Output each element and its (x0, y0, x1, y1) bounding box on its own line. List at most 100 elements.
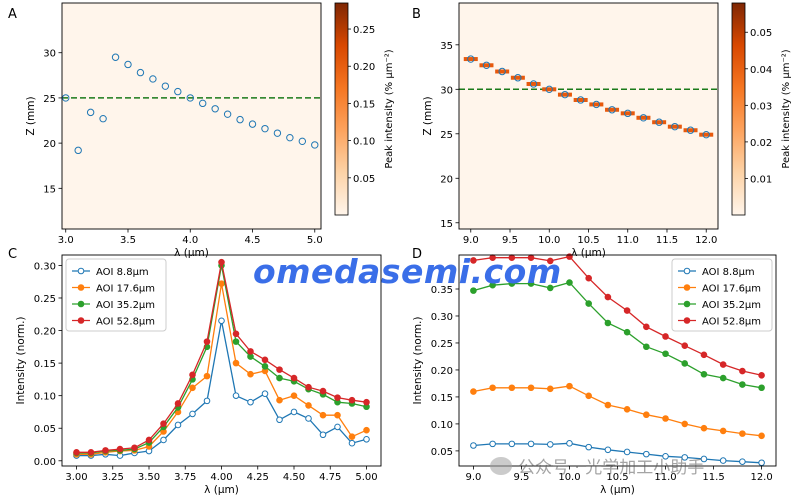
series-marker-1 (363, 435, 370, 443)
series-marker-2 (681, 420, 689, 428)
series-marker-2 (319, 411, 327, 419)
series-marker-4 (174, 400, 182, 407)
legend-entry: AOI 35.2μm (702, 300, 761, 311)
series-marker-4 (643, 323, 650, 331)
series-marker-3 (739, 381, 746, 388)
y-tick-label: 0.15 (431, 393, 453, 404)
series-marker-2 (739, 430, 746, 437)
series-marker-4 (681, 342, 689, 349)
colorbar-tick-label: 0.05 (353, 174, 375, 185)
series-marker-1 (604, 446, 612, 454)
data-point (236, 115, 244, 124)
y-tick-label: 0.00 (34, 457, 56, 468)
y-tick-label: 0.15 (34, 359, 56, 370)
x-tick-label: 9.0 (463, 235, 479, 246)
series-marker-3 (566, 279, 573, 286)
x-tick-label: 4.5 (245, 235, 261, 246)
series-marker-1 (585, 443, 592, 451)
x-axis-label-d: λ (μm) (600, 484, 635, 496)
colorbar-a (334, 2, 349, 216)
x-tick-label: 12.0 (750, 472, 772, 483)
series-marker-1 (643, 450, 650, 458)
x-tick-label: 11.0 (617, 235, 639, 246)
x-tick-label: 3.75 (174, 472, 196, 483)
series-marker-2 (334, 411, 341, 419)
legend-swatch-marker (77, 317, 85, 324)
heat-streak (495, 69, 510, 74)
series-marker-3 (643, 343, 650, 351)
data-point (124, 60, 132, 69)
series-marker-2 (348, 433, 356, 440)
legend-swatch-marker (683, 267, 691, 275)
data-point (592, 100, 601, 109)
series-marker-3 (470, 287, 477, 294)
watermark-text: omedasemi.com (253, 252, 562, 291)
series-marker-4 (585, 274, 592, 282)
heat-streak (636, 115, 651, 120)
heat-streak (620, 111, 635, 116)
y-tick-label: 0.35 (431, 285, 453, 296)
series-marker-1 (662, 452, 669, 460)
series-marker-3 (662, 350, 669, 358)
series-marker-4 (662, 333, 669, 340)
data-point (286, 133, 294, 142)
series-marker-4 (116, 445, 124, 453)
series-line-3 (473, 281, 762, 389)
series-marker-4 (700, 351, 708, 359)
series-marker-2 (218, 280, 225, 287)
series-marker-1 (319, 431, 327, 439)
x-tick-label: 5.0 (307, 235, 323, 246)
y-tick-label: 0.30 (431, 312, 453, 323)
series-marker-4 (758, 372, 765, 379)
data-point (99, 115, 107, 123)
data-point (86, 108, 95, 117)
y-tick-label: 25 (43, 94, 56, 105)
legend-swatch-marker (77, 267, 85, 275)
data-point (174, 87, 182, 96)
data-point (273, 129, 282, 137)
data-point (482, 61, 491, 69)
series-marker-1 (290, 408, 298, 416)
series-marker-1 (174, 421, 182, 429)
series-marker-1 (276, 416, 283, 424)
series-marker-2 (363, 426, 370, 434)
series-marker-4 (604, 293, 612, 301)
x-tick-label: 11.5 (702, 472, 724, 483)
series-marker-1 (546, 441, 554, 448)
x-tick-label: 9.5 (502, 235, 518, 246)
series-marker-4 (131, 444, 138, 452)
x-tick-label: 10.5 (606, 472, 628, 483)
series-marker-1 (681, 454, 689, 461)
y-axis-label-b: Z (mm) (422, 96, 434, 135)
y-tick-label: 0.25 (34, 294, 56, 305)
data-point (529, 80, 538, 88)
colorbar-label-b: Peak intensity (% μm⁻²) (781, 49, 792, 168)
x-tick-label: 4.0 (182, 235, 198, 246)
heat-streak (667, 124, 682, 129)
series-marker-1 (739, 458, 746, 465)
data-point (111, 53, 120, 61)
series-marker-1 (489, 440, 496, 448)
x-tick-label: 4.50 (283, 472, 305, 483)
series-marker-3 (508, 280, 516, 287)
series-marker-1 (160, 436, 167, 444)
colorbar-label-a: Peak intensity (% μm⁻²) (384, 49, 395, 168)
colorbar-tick-label: 0.25 (353, 25, 375, 36)
x-axis-label-a: λ (μm) (174, 247, 209, 259)
series-marker-4 (334, 394, 341, 401)
series-marker-4 (276, 366, 283, 373)
series-marker-2 (604, 401, 612, 409)
x-tick-label: 4.75 (319, 472, 341, 483)
heat-streak (542, 87, 557, 92)
heat-streak (479, 63, 494, 68)
data-point (74, 146, 82, 155)
data-point (223, 110, 232, 118)
series-marker-2 (719, 427, 727, 435)
series-marker-2 (643, 411, 650, 419)
series-marker-3 (719, 374, 727, 382)
series-marker-3 (546, 284, 554, 292)
series-marker-4 (145, 436, 153, 444)
x-tick-label: 3.5 (120, 235, 136, 246)
series-marker-1 (508, 440, 516, 448)
x-tick-label: 4.00 (210, 472, 232, 483)
